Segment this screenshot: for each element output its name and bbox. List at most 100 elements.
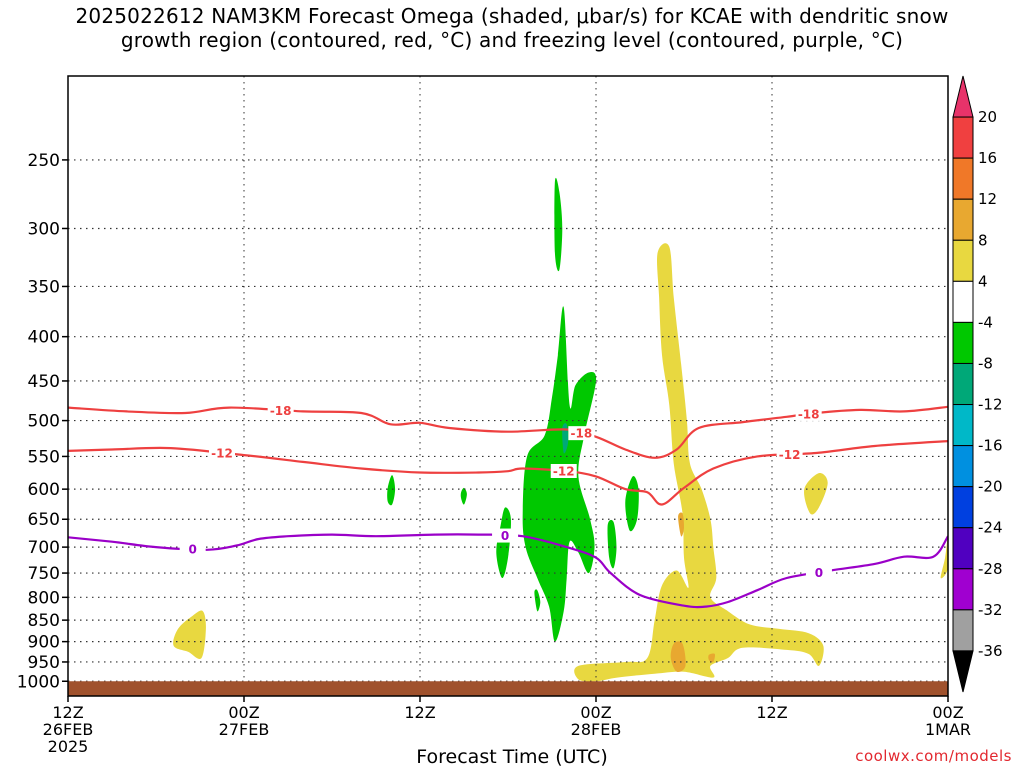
chart-title-line1: 2025022612 NAM3KM Forecast Omega (shaded… [75,4,949,28]
omega-green-area-6 [625,476,639,532]
isotherm-label-bg [805,565,832,580]
omega-green-area-5 [554,177,563,272]
isotherm-label-bg [209,445,235,460]
colorbar-bin-6 [952,280,974,323]
credit-text: coolwx.com/models [855,747,1012,765]
colorbar-label-10: -20 [978,478,1003,496]
x-tick-label-0-2: 26FEB [43,720,94,739]
temperature-contours: -18 -18 -18 -12 -12 -12 0 0 0 [68,403,948,609]
y-tick-label-850: 850 [28,611,60,631]
omega-yellow-dark-area-1 [678,512,685,537]
colorbar-bin-5 [952,239,974,282]
isotherm-0-label-3: 0 [815,566,823,580]
isotherm--12-label-1: -12 [211,446,233,460]
colorbar-label-14: -36 [978,642,1003,660]
isotherm--18-label-1: -18 [270,404,292,418]
omega-yellow-area-4 [940,536,948,579]
x-tick-label-0-1: 12Z [52,703,83,722]
chart-title: 2025022612 NAM3KM Forecast Omega (shaded… [0,4,1024,52]
y-tick-label-1000: 1000 [17,672,60,692]
colorbar-label-4: 8 [978,231,988,249]
omega-yellow-dark-area-2 [670,641,686,673]
x-tick-label-36-1: 00Z [580,703,611,722]
colorbar-bin-8 [952,362,974,406]
colorbar-label-2: 16 [978,149,997,167]
omega-yellow-area-1 [173,610,206,660]
isotherm-label-bg [550,464,577,479]
y-tick-label-800: 800 [28,588,60,608]
y-tick-label-950: 950 [28,653,60,673]
colorbar-label-11: -24 [978,519,1003,537]
terrain-layer [68,681,948,696]
colorbar-label-6: -4 [978,313,993,331]
colorbar-bin-11 [952,486,974,529]
omega-green-area-7 [607,519,617,569]
y-tick-label-600: 600 [28,480,60,500]
colorbar-label-5: 4 [978,272,988,290]
x-tick-label-24-1: 12Z [404,703,435,722]
colorbar-bin-1 [952,75,974,118]
x-tick-label-36-2: 28FEB [571,720,622,739]
y-axis-ticks: 2503003504004505005506006507007508008509… [17,151,68,692]
x-tick-label-60-1: 00Z [932,703,963,722]
y-tick-label-700: 700 [28,538,60,558]
plot-border [67,75,949,697]
isotherm-label-bg [568,426,595,441]
isotherm-label-bg [267,403,294,418]
omega-yellow-area-2 [574,243,824,682]
isotherm-label-bg [795,406,822,421]
colorbar-label-13: -32 [978,601,1003,619]
y-tick-label-900: 900 [28,633,60,653]
y-tick-label-450: 450 [28,372,60,392]
y-tick-label-750: 750 [28,564,60,584]
y-tick-label-650: 650 [28,510,60,530]
x-axis-label: Forecast Time (UTC) [416,746,608,768]
isotherm--12-label-3: -12 [779,448,801,462]
isotherm-label-bg [179,542,206,557]
isotherm--18-label-2: -18 [570,427,592,441]
colorbar-label-3: 12 [978,190,997,208]
plot-frame [67,75,949,697]
colorbar-bin-15 [952,650,974,693]
x-tick-label-0-3: 2025 [48,737,89,756]
y-tick-label-250: 250 [28,151,60,171]
x-tick-label-12-1: 00Z [228,703,259,722]
omega-green-area-3 [496,507,511,579]
pressure-grid [68,76,948,696]
isotherm-label-bg [776,447,803,462]
y-tick-label-500: 500 [28,412,60,432]
colorbar-legend: 20 16 12 8 4 -4 -8 -12 -16 -20 -24 -28 -32 -36 [952,75,1003,693]
omega-green-area-8 [534,589,541,612]
colorbar-bin-10 [952,445,974,488]
colorbar-label-7: -8 [978,354,993,372]
isotherm--18-label-3: -18 [798,407,820,421]
y-tick-label-350: 350 [28,277,60,297]
colorbar-label-9: -16 [978,437,1003,455]
isotherm-0-label-1: 0 [188,543,196,557]
x-tick-label-60-2: 1MAR [925,720,971,739]
y-tick-label-550: 550 [28,447,60,467]
omega-teal-area-1 [562,423,569,454]
omega-green-area-2 [460,487,467,505]
colorbar-bin-12 [952,527,974,570]
chart-title-line2: growth region (contoured, red, °C) and f… [120,28,904,52]
terrain-fill [68,681,948,696]
colorbar-bin-13 [952,568,974,611]
x-tick-label-12-2: 27FEB [219,720,270,739]
omega-green-area-1 [387,475,396,506]
isotherm--12-label-2: -12 [553,465,575,479]
colorbar-label-1: 20 [978,108,997,126]
colorbar-bin-2 [952,116,974,159]
x-tick-label-48-1: 12Z [756,703,787,722]
colorbar-bin-9 [952,404,974,447]
colorbar-bin-4 [952,198,974,241]
colorbar-label-8: -12 [978,396,1003,414]
omega-yellow-dark-area-3 [708,653,716,663]
colorbar-bin-14 [952,609,974,652]
isotherm-label-bg [492,528,519,543]
colorbar-bin-7 [952,321,974,364]
isotherm-0-label-2: 0 [501,529,509,543]
omega-yellow-area-3 [804,472,828,515]
